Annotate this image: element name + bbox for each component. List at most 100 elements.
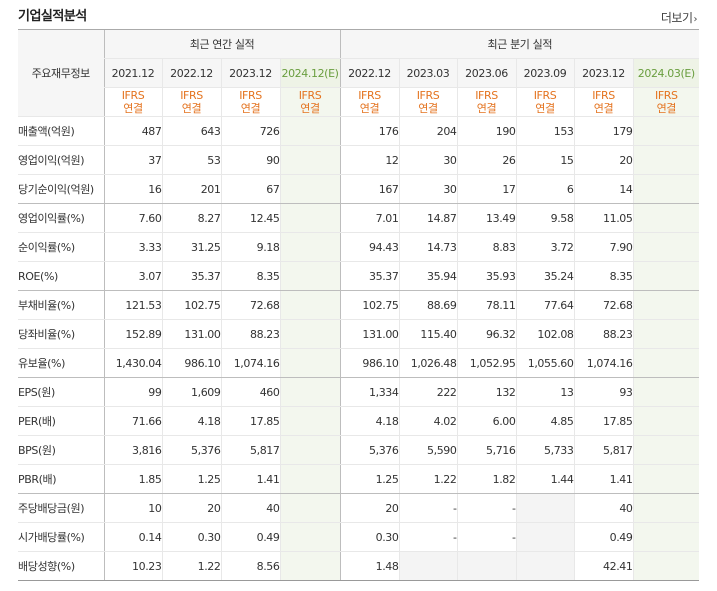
basis-consolidation: 연결 (359, 102, 380, 115)
value-cell: 14.73 (398, 232, 458, 262)
value-cell: 8.35 (220, 261, 280, 291)
value-cell: 5,590 (398, 435, 458, 465)
table-row: ROE(%) 3.07 35.37 8.35 35.37 35.94 35.93 35.24 8… (18, 261, 700, 291)
table-row: 영업이익(억원) 37 53 90 12 30 26 15 20 (18, 145, 700, 175)
value-cell: 42.41 (573, 551, 634, 581)
value-cell: 643 (161, 116, 221, 146)
value-cell: 0.49 (220, 522, 280, 552)
table-row: EPS(원) 99 1,609 460 1,334 222 132 13 93 (18, 377, 700, 407)
period-header: 2023.03 (398, 58, 458, 88)
row-label: 영업이익(억원) (18, 145, 104, 175)
value-cell: 6 (515, 174, 575, 204)
value-cell: 67 (220, 174, 280, 204)
more-link[interactable]: 더보기› (661, 9, 698, 26)
value-cell: 986.10 (339, 348, 400, 378)
value-cell: 94.43 (339, 232, 400, 262)
basis-cell: IFRS 연결 (103, 87, 162, 117)
value-cell (632, 290, 700, 320)
value-cell: 72.68 (220, 290, 280, 320)
value-cell: 13 (515, 377, 575, 407)
value-cell: 0.30 (339, 522, 400, 552)
value-cell (632, 116, 700, 146)
value-cell: 1,055.60 (515, 348, 575, 378)
value-cell: 7.01 (339, 203, 400, 233)
value-cell (632, 232, 700, 262)
value-cell: 460 (220, 377, 280, 407)
value-cell: 986.10 (161, 348, 221, 378)
value-cell: 0.30 (161, 522, 221, 552)
value-cell: 90 (220, 145, 280, 175)
value-cell: 13.49 (456, 203, 517, 233)
row-label: 배당성향(%) (18, 551, 104, 581)
table-row: BPS(원) 3,816 5,376 5,817 5,376 5,590 5,716 5,73… (18, 435, 700, 465)
basis-consolidation: 연결 (300, 102, 320, 115)
value-cell (632, 145, 700, 175)
basis-standard: IFRS (475, 89, 498, 102)
row-label: 영업이익률(%) (18, 203, 104, 233)
value-cell: 1,609 (161, 377, 221, 407)
table-row: 영업이익률(%) 7.60 8.27 12.45 7.01 14.87 13.49 9.58 1… (18, 203, 700, 233)
value-cell: 8.27 (161, 203, 221, 233)
row-header-label: 주요재무정보 (18, 29, 104, 117)
basis-standard: IFRS (358, 89, 381, 102)
basis-cell: IFRS 연결 (161, 87, 221, 117)
basis-cell: IFRS 연결 (573, 87, 634, 117)
value-cell: 12 (339, 145, 400, 175)
value-cell: 115.40 (398, 319, 458, 349)
value-cell: 20 (161, 493, 221, 523)
value-cell: 20 (339, 493, 400, 523)
table-row: 배당성향(%) 10.23 1.22 8.56 1.48 42.41 (18, 551, 700, 581)
value-cell (632, 551, 700, 581)
period-header: 2023.12 (573, 58, 634, 88)
value-cell: 1,334 (339, 377, 400, 407)
value-cell: 167 (339, 174, 400, 204)
basis-consolidation: 연결 (123, 102, 143, 115)
value-cell (279, 174, 341, 204)
row-label: ROE(%) (18, 261, 104, 291)
value-cell: 12.45 (220, 203, 280, 233)
value-cell (632, 174, 700, 204)
value-cell: 726 (220, 116, 280, 146)
value-cell (279, 522, 341, 552)
value-cell (279, 261, 341, 291)
value-cell: 88.69 (398, 290, 458, 320)
value-cell: 1,052.95 (456, 348, 517, 378)
basis-consolidation: 연결 (181, 102, 202, 115)
value-cell: 16 (103, 174, 162, 204)
value-cell: 88.23 (220, 319, 280, 349)
value-cell: 1.22 (161, 551, 221, 581)
period-header: 2023.12 (220, 58, 280, 88)
value-cell: 1.25 (339, 464, 400, 494)
period-header: 2023.06 (456, 58, 517, 88)
value-cell: 121.53 (103, 290, 162, 320)
value-cell (279, 464, 341, 494)
value-cell (632, 435, 700, 465)
value-cell: 5,376 (161, 435, 221, 465)
row-label: 부채비율(%) (18, 290, 104, 320)
value-cell: 102.75 (339, 290, 400, 320)
value-cell: 102.08 (515, 319, 575, 349)
value-cell (456, 551, 517, 581)
period-header-row: 2021.12 2022.12 2023.12 2024.12(E) 2022.12 20… (18, 58, 700, 88)
value-cell: 3.07 (103, 261, 162, 291)
value-cell: 40 (573, 493, 634, 523)
value-cell (515, 551, 575, 581)
value-cell: 10.23 (103, 551, 162, 581)
financial-summary-table: 주요재무정보 최근 연간 실적 최근 분기 실적 2021.12 2022.12 2… (18, 29, 700, 581)
value-cell: 96.32 (456, 319, 517, 349)
value-cell (632, 522, 700, 552)
value-cell: 5,716 (456, 435, 517, 465)
value-cell: - (456, 493, 517, 523)
value-cell: 11.05 (573, 203, 634, 233)
value-cell: 9.18 (220, 232, 280, 262)
value-cell: 1.44 (515, 464, 575, 494)
value-cell: 4.18 (161, 406, 221, 436)
period-header: 2022.12 (339, 58, 400, 88)
basis-standard: IFRS (592, 89, 615, 102)
value-cell: 1,074.16 (573, 348, 634, 378)
value-cell: 20 (573, 145, 634, 175)
value-cell: 88.23 (573, 319, 634, 349)
value-cell (398, 551, 458, 581)
value-cell: 35.94 (398, 261, 458, 291)
period-header: 2024.03(E) (632, 58, 700, 88)
